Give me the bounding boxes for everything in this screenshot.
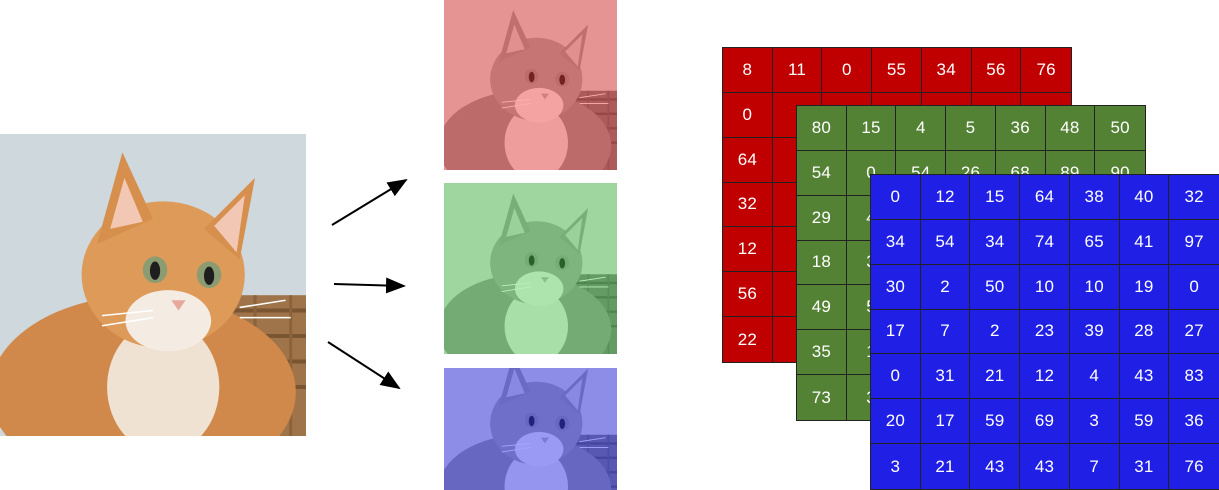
green-matrix-cell: 36	[995, 106, 1046, 151]
green-matrix-cell: 4	[896, 106, 947, 151]
blue-matrix-cell: 0	[871, 175, 921, 220]
green-matrix-cell: 18	[797, 240, 847, 286]
red-matrix-cell: 55	[872, 48, 922, 93]
blue-matrix-cell: 34	[970, 219, 1021, 265]
blue-matrix-cell: 31	[920, 354, 971, 400]
blue-matrix-cell: 17	[920, 399, 971, 445]
blue-matrix-cell: 76	[1184, 456, 1204, 476]
green-matrix-cell: 5	[946, 106, 996, 151]
green-matrix-cell: 15	[846, 106, 897, 151]
blue-matrix-cell: 20	[871, 399, 921, 445]
arrow-to-green-icon	[333, 277, 406, 294]
red-channel-image	[444, 0, 617, 170]
green-matrix-cell: 49	[797, 285, 847, 331]
blue-matrix-cell: 10	[1069, 264, 1120, 310]
green-matrix-cell: 29	[797, 195, 847, 241]
green-matrix-cell: 80	[797, 106, 847, 151]
blue-matrix-cell: 0	[871, 354, 921, 400]
arrow-to-blue-icon	[327, 341, 401, 390]
blue-matrix-cell: 41	[1119, 219, 1170, 265]
red-matrix-cell: 34	[921, 48, 972, 93]
blue-matrix-cell: 21	[970, 354, 1021, 400]
red-matrix-cell: 76	[1021, 48, 1071, 93]
blue-matrix-cell: 27	[1169, 310, 1219, 355]
blue-matrix-cell: 17	[871, 309, 921, 355]
green-matrix-cell: 73	[797, 375, 847, 420]
arrow-to-red-icon	[331, 178, 408, 226]
blue-matrix-cell: 7	[1070, 444, 1120, 489]
red-matrix-cell: 0	[822, 48, 873, 93]
blue-matrix-cell: 40	[1119, 175, 1170, 220]
blue-matrix-cell: 19	[1119, 264, 1170, 310]
blue-matrix-cell: 50	[970, 264, 1021, 310]
blue-matrix-cell: 23	[1020, 309, 1070, 355]
red-matrix-cell: 11	[772, 48, 823, 93]
blue-matrix-cell: 31	[1120, 444, 1170, 489]
red-matrix-cell: 64	[723, 137, 773, 183]
red-matrix-cell: 8	[723, 48, 773, 93]
red-matrix-cell: 22	[723, 317, 773, 362]
red-matrix-cell: 56	[971, 48, 1022, 93]
red-matrix-cell: 12	[723, 227, 773, 273]
blue-matrix-cell: 15	[970, 175, 1021, 220]
blue-matrix-cell: 38	[1069, 175, 1120, 220]
blue-matrix-cell: 2	[970, 309, 1021, 355]
arrows-group	[327, 178, 408, 390]
blue-matrix-cell: 59	[970, 399, 1021, 445]
blue-matrix-cell: 3	[871, 444, 921, 489]
blue-matrix-cell: 36	[1169, 399, 1219, 445]
blue-matrix-cell: 7	[920, 309, 971, 355]
blue-channel-matrix: 0 12 15 64 38 40 32 34 54 34 74 65 41 97 30 2 50 10 10 19 0 1…	[870, 174, 1219, 490]
blue-matrix-cell: 64	[1020, 175, 1070, 220]
green-channel-image	[444, 183, 617, 354]
blue-matrix-cell: 43	[1119, 354, 1170, 400]
blue-matrix-cell: 74	[1020, 219, 1070, 265]
green-matrix-cell: 50	[1095, 106, 1145, 151]
red-matrix-cell: 0	[723, 92, 773, 138]
red-matrix-cell: 32	[723, 182, 773, 228]
blue-matrix-cell: 3	[1069, 399, 1120, 445]
blue-matrix-cell: 97	[1169, 220, 1219, 265]
blue-matrix-cell: 59	[1119, 399, 1170, 445]
green-matrix-cell: 35	[797, 330, 847, 376]
blue-matrix-cell: 32	[1169, 175, 1219, 220]
blue-matrix-cell: 69	[1020, 399, 1070, 445]
blue-matrix-cell: 54	[920, 219, 971, 265]
blue-matrix-cell: 30	[871, 264, 921, 310]
blue-matrix-cell: 43	[1020, 444, 1070, 489]
blue-matrix-cell: 28	[1119, 309, 1170, 355]
blue-matrix-cell: 0	[1169, 265, 1219, 310]
blue-matrix-cell: 2	[920, 264, 971, 310]
blue-matrix-cell: 12	[1020, 354, 1070, 400]
blue-matrix-cell: 39	[1069, 309, 1120, 355]
kitten-original-image	[0, 134, 306, 436]
blue-matrix-cell: 10	[1020, 264, 1070, 310]
green-matrix-cell: 48	[1045, 106, 1096, 151]
blue-channel-image	[444, 368, 617, 490]
blue-matrix-cell: 21	[921, 444, 971, 489]
green-matrix-cell: 54	[797, 150, 847, 196]
blue-matrix-cell: 12	[920, 175, 971, 220]
blue-matrix-cell: 4	[1069, 354, 1120, 400]
blue-matrix-cell: 34	[871, 219, 921, 265]
blue-matrix-cell: 83	[1169, 354, 1219, 400]
blue-matrix-cell: 43	[970, 444, 1021, 489]
red-matrix-cell: 56	[723, 272, 773, 318]
blue-matrix-cell: 65	[1069, 219, 1120, 265]
